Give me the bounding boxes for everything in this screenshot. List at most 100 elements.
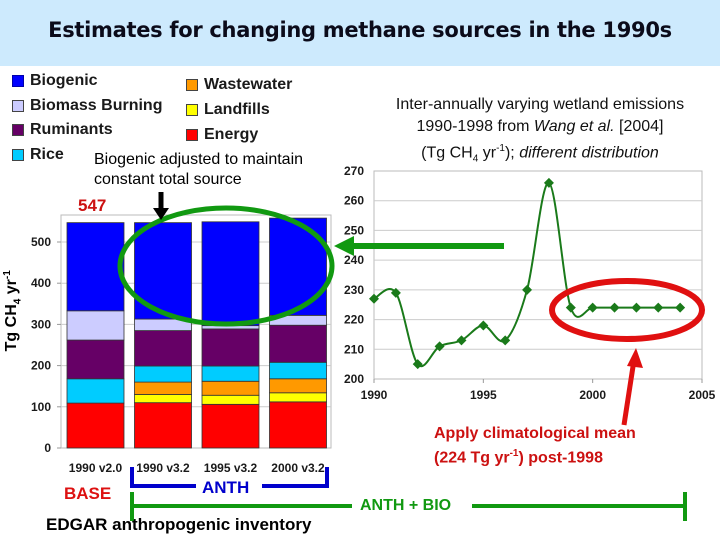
data-point-marker bbox=[522, 284, 533, 295]
bar-segment-energy bbox=[66, 402, 125, 449]
stacked-bar-chart: 0 100 200 300 400 500 1990 v2.0 1990 v3.2 1995 … bbox=[31, 214, 332, 475]
citation: Wang et al. bbox=[533, 118, 615, 135]
data-point-marker bbox=[369, 293, 379, 304]
y-axis-ticks: 0 100 200 300 400 500 bbox=[31, 235, 61, 455]
wetland-title: Inter-annually varying wetland emissions… bbox=[360, 94, 720, 171]
bar-segment-landfills bbox=[269, 392, 327, 403]
line-chart: 200 210 220 230 240 250 260 270 1990 1995 2000 200… bbox=[344, 164, 716, 402]
bar-segment-energy bbox=[201, 403, 260, 449]
legend-label: Rice bbox=[30, 146, 64, 163]
legend-swatch bbox=[186, 79, 198, 91]
x-tick-label: 2000 v3.2 bbox=[271, 461, 325, 475]
anth-bracket-right bbox=[262, 467, 329, 488]
legend-swatch bbox=[12, 149, 24, 161]
legend-swatch bbox=[186, 129, 198, 141]
legend-swatch bbox=[12, 124, 24, 136]
text: yr bbox=[478, 144, 497, 162]
y-tick-label: 400 bbox=[31, 276, 51, 290]
data-point-marker bbox=[587, 302, 598, 313]
x-axis-ticks: 1990 v2.0 1990 v3.2 1995 v3.2 2000 v3.2 bbox=[69, 461, 325, 475]
climatology-note: Apply climatological mean (224 Tg yr-1) … bbox=[434, 424, 636, 468]
data-point-marker bbox=[456, 335, 467, 346]
bar-segment-energy bbox=[269, 401, 327, 449]
y-tick-label: 200 bbox=[344, 372, 364, 386]
bar-segment-wastewater bbox=[201, 380, 260, 396]
title-bar bbox=[0, 0, 720, 66]
note-line: constant total source bbox=[94, 171, 242, 188]
y-tick-label: 240 bbox=[344, 253, 364, 267]
x-tick-label: 1990 bbox=[361, 388, 388, 402]
bar-segment-wastewater bbox=[269, 378, 327, 394]
anth-bio-label: ANTH + BIO bbox=[360, 497, 452, 514]
red-ellipse bbox=[549, 278, 705, 342]
y-tick-label: 100 bbox=[31, 400, 51, 414]
data-point-marker bbox=[500, 335, 511, 346]
text: ); bbox=[504, 144, 520, 162]
text: different distribution bbox=[519, 144, 659, 162]
legend-item-rice: Rice bbox=[12, 146, 64, 164]
x-tick-label: 2005 bbox=[689, 388, 716, 402]
x-axis-ticks: 1990 1995 2000 2005 bbox=[361, 379, 716, 402]
text: -1 bbox=[496, 143, 505, 154]
bar-segment-biogenic bbox=[269, 217, 327, 316]
data-point-marker bbox=[631, 302, 642, 313]
wetland-title-line: Inter-annually varying wetland emissions bbox=[395, 96, 685, 113]
wetland-title-line: (Tg CH4 yr-1); different distribution bbox=[360, 138, 720, 171]
bar-segment-biogenic bbox=[66, 222, 125, 312]
bar-segment-ruminants bbox=[66, 339, 125, 380]
data-point-marker bbox=[478, 320, 489, 331]
text: [2004] bbox=[614, 118, 664, 135]
legend-label: Wastewater bbox=[204, 76, 293, 93]
wetland-title-line: 1990-1998 from Wang et al. [2004] bbox=[360, 116, 720, 138]
legend-item-landfills: Landfills bbox=[186, 101, 270, 119]
y-tick-label: 500 bbox=[31, 235, 51, 249]
bar-segment-rice bbox=[201, 365, 260, 382]
bar-segment-landfills bbox=[134, 394, 192, 404]
base-label: BASE bbox=[64, 484, 112, 503]
legend-item-biomass-burning: Biomass Burning bbox=[12, 97, 162, 115]
legend-label: Ruminants bbox=[30, 121, 113, 138]
red-arrow-head-icon bbox=[627, 348, 643, 368]
y-tick-label: 300 bbox=[31, 317, 51, 331]
x-tick-label: 2000 bbox=[579, 388, 606, 402]
bar-segment-ruminants bbox=[134, 330, 192, 367]
bar-segment-energy bbox=[134, 402, 192, 449]
note-line: Apply climatological mean bbox=[434, 425, 636, 442]
y-tick-label: 220 bbox=[344, 313, 364, 327]
legend-swatch bbox=[12, 100, 24, 112]
legend-item-ruminants: Ruminants bbox=[12, 121, 113, 139]
y-tick-label: 210 bbox=[344, 342, 364, 356]
y-tick-label: 260 bbox=[344, 194, 364, 208]
y-axis-ticks: 200 210 220 230 240 250 260 270 bbox=[344, 164, 364, 386]
y-tick-label: 270 bbox=[344, 164, 364, 178]
text: ) post-1998 bbox=[518, 449, 603, 467]
data-point-marker bbox=[565, 302, 576, 313]
y-tick-label: 250 bbox=[344, 223, 364, 237]
edgar-label: EDGAR anthropogenic inventory bbox=[46, 515, 312, 534]
green-arrow-head-icon bbox=[334, 236, 354, 256]
bar-segment-biogenic bbox=[201, 221, 260, 327]
y-tick-label: 230 bbox=[344, 283, 364, 297]
biogenic-adjusted-note: Biogenic adjusted to maintain constant t… bbox=[94, 150, 303, 190]
bar-segment-ruminants bbox=[201, 328, 260, 367]
legend-label: Biomass Burning bbox=[30, 97, 163, 114]
bar-segment-landfills bbox=[201, 394, 260, 405]
bar-segment-rice bbox=[66, 378, 125, 404]
legend-item-wastewater: Wastewater bbox=[186, 76, 292, 94]
legend-label: Energy bbox=[204, 126, 259, 143]
bar-segment-ruminants bbox=[269, 324, 327, 363]
data-point-marker bbox=[390, 287, 401, 298]
y-tick-label: 0 bbox=[44, 441, 51, 455]
text: (Tg CH bbox=[421, 144, 473, 162]
x-tick-label: 1995 v3.2 bbox=[204, 461, 258, 475]
data-point-marker bbox=[434, 341, 445, 352]
legend-item-energy: Energy bbox=[186, 126, 258, 144]
y-tick-label: 200 bbox=[31, 359, 51, 373]
data-point-marker bbox=[653, 302, 664, 313]
legend-label: Landfills bbox=[204, 101, 270, 118]
text: 4 bbox=[472, 153, 479, 165]
data-point-marker bbox=[543, 177, 554, 188]
data-point-marker bbox=[609, 302, 620, 313]
text: 1990-1998 from bbox=[416, 118, 534, 135]
